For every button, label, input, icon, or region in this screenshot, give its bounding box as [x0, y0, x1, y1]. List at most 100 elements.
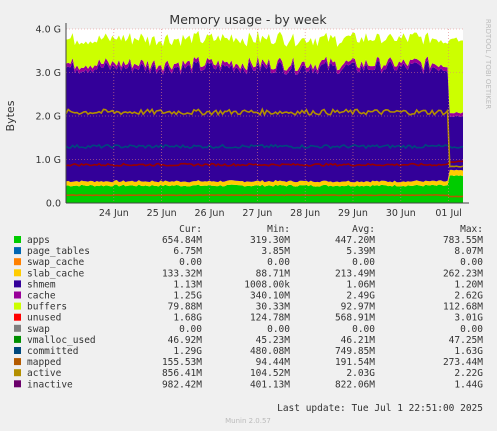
legend-avg-apps: 447.20M: [335, 235, 375, 246]
legend-cur-buffers: 79.88M: [168, 302, 203, 313]
legend-max-committed: 1.63G: [454, 346, 483, 357]
area-apps: [66, 175, 463, 203]
legend-avg-vmalloc-used: 46.21M: [341, 335, 376, 346]
legend-min-swap-cache: 0.00: [267, 257, 290, 268]
y-axis-label: Bytes: [4, 100, 17, 131]
legend-name-unused: unused: [27, 313, 61, 324]
y-tick-label: 0.0: [46, 199, 61, 210]
x-tick-label: 30 Jun: [386, 208, 416, 219]
axes: 0.0 1.0 G 2.0 G 3.0 G 4.0 G 24 Jun 25 Jun 26 Ju…: [36, 23, 469, 219]
legend-name-buffers: buffers: [27, 302, 67, 313]
y-tick-label: 4.0 G: [36, 25, 62, 36]
legend-max-active: 2.22G: [454, 368, 483, 379]
legend-cur-swap: 0.00: [179, 324, 202, 335]
x-tick-label: 01 Jul: [435, 208, 462, 219]
legend-max-cache: 2.62G: [454, 291, 483, 302]
legend-avg-active: 2.03G: [346, 368, 375, 379]
chart-title: Memory usage - by week: [169, 12, 327, 27]
legend-name-committed: committed: [27, 346, 78, 357]
legend-min-committed: 480.08M: [250, 346, 290, 357]
legend-name-shmem: shmem: [27, 279, 56, 290]
legend-avg-swap-cache: 0.00: [352, 257, 375, 268]
legend-name-cache: cache: [27, 291, 56, 302]
legend-name-inactive: inactive: [27, 379, 73, 390]
legend-max-mapped: 273.44M: [443, 357, 483, 368]
y-tick-label: 2.0 G: [36, 112, 62, 123]
legend-name-active: active: [27, 368, 62, 379]
legend-header-min: Min:: [267, 224, 290, 235]
y-tick-label: 1.0 G: [36, 155, 62, 166]
legend-avg-inactive: 822.06M: [335, 379, 375, 390]
y-tick-label: 3.0 G: [36, 68, 62, 79]
legend-name-apps: apps: [27, 235, 50, 246]
watermark: RRDTOOL / TOBI OETIKER: [484, 19, 492, 109]
legend-min-buffers: 30.33M: [256, 302, 291, 313]
legend-swatch-apps: [14, 236, 21, 243]
legend-swatch-cache: [14, 291, 21, 299]
legend-max-slab-cache: 262.23M: [443, 268, 483, 279]
legend-cur-unused: 1.68G: [173, 313, 202, 324]
legend-cur-cache: 1.25G: [173, 291, 202, 302]
legend-header-avg: Avg:: [352, 224, 375, 235]
legend-max-swap: 0.00: [460, 324, 483, 335]
legend-swatch-swap: [14, 324, 21, 332]
legend-cur-apps: 654.84M: [162, 235, 202, 246]
legend-max-buffers: 112.68M: [443, 302, 483, 313]
legend-name-vmalloc-used: vmalloc_used: [27, 335, 96, 346]
area-cache: [66, 60, 463, 183]
legend-swatch-slab-cache: [14, 269, 21, 277]
legend-cur-page-tables: 6.75M: [173, 246, 202, 257]
legend-avg-buffers: 92.97M: [341, 302, 376, 313]
legend-min-slab-cache: 88.71M: [256, 268, 291, 279]
legend-name-slab-cache: slab_cache: [27, 268, 84, 279]
legend-name-swap-cache: swap_cache: [27, 257, 84, 268]
legend-min-shmem: 1008.00k: [244, 279, 290, 290]
legend-swatch-page-tables: [14, 247, 21, 255]
legend-max-inactive: 1.44G: [454, 379, 483, 390]
stacked-areas: [66, 30, 463, 203]
last-update-text: Last update: Tue Jul 1 22:51:00 2025: [277, 403, 483, 414]
x-tick-label: 25 Jun: [147, 208, 177, 219]
legend-swatch-swap-cache: [14, 258, 21, 266]
legend-swatch-mapped: [14, 358, 21, 366]
legend-min-swap: 0.00: [267, 324, 290, 335]
legend-min-cache: 340.10M: [250, 291, 290, 302]
legend-min-inactive: 401.13M: [250, 379, 290, 390]
line-series: [65, 107, 464, 198]
line-mapped: [65, 194, 464, 198]
legend-avg-mapped: 191.54M: [335, 357, 375, 368]
legend-max-shmem: 1.20M: [454, 279, 483, 290]
legend-avg-shmem: 1.06M: [346, 279, 375, 290]
line-inactive: [65, 160, 464, 167]
legend-swatch-unused: [14, 313, 21, 321]
grid: [66, 28, 463, 203]
legend-min-vmalloc-used: 45.23M: [256, 335, 291, 346]
legend-max-unused: 3.01G: [454, 313, 483, 324]
legend-avg-slab-cache: 213.49M: [335, 268, 375, 279]
line-committed: [65, 143, 464, 150]
footer-text: Munin 2.0.57: [225, 417, 271, 425]
legend: Cur: Min: Avg: Max: apps 654.84M 319.30M 447.20…: [14, 224, 483, 390]
line-active: [65, 107, 464, 168]
legend-max-swap-cache: 0.00: [460, 257, 483, 268]
legend-swatch-inactive: [14, 380, 21, 388]
legend-swatch-committed: [14, 347, 21, 354]
area-slab-cache: [66, 169, 463, 187]
x-tick-label: 26 Jun: [195, 208, 225, 219]
legend-avg-page-tables: 5.39M: [346, 246, 375, 257]
legend-avg-swap: 0.00: [352, 324, 375, 335]
legend-cur-mapped: 155.53M: [162, 357, 202, 368]
x-tick-label: 27 Jun: [242, 208, 272, 219]
legend-min-mapped: 94.44M: [256, 357, 291, 368]
legend-swatch-buffers: [14, 302, 21, 310]
legend-name-mapped: mapped: [27, 357, 61, 368]
legend-min-page-tables: 3.85M: [261, 246, 290, 257]
legend-header-max: Max:: [460, 224, 483, 235]
legend-min-unused: 124.78M: [250, 313, 290, 324]
legend-cur-committed: 1.29G: [173, 346, 202, 357]
legend-min-active: 104.52M: [250, 368, 290, 379]
legend-max-page-tables: 8.07M: [454, 246, 483, 257]
legend-max-vmalloc-used: 47.25M: [449, 335, 484, 346]
legend-cur-shmem: 1.13M: [173, 279, 202, 290]
